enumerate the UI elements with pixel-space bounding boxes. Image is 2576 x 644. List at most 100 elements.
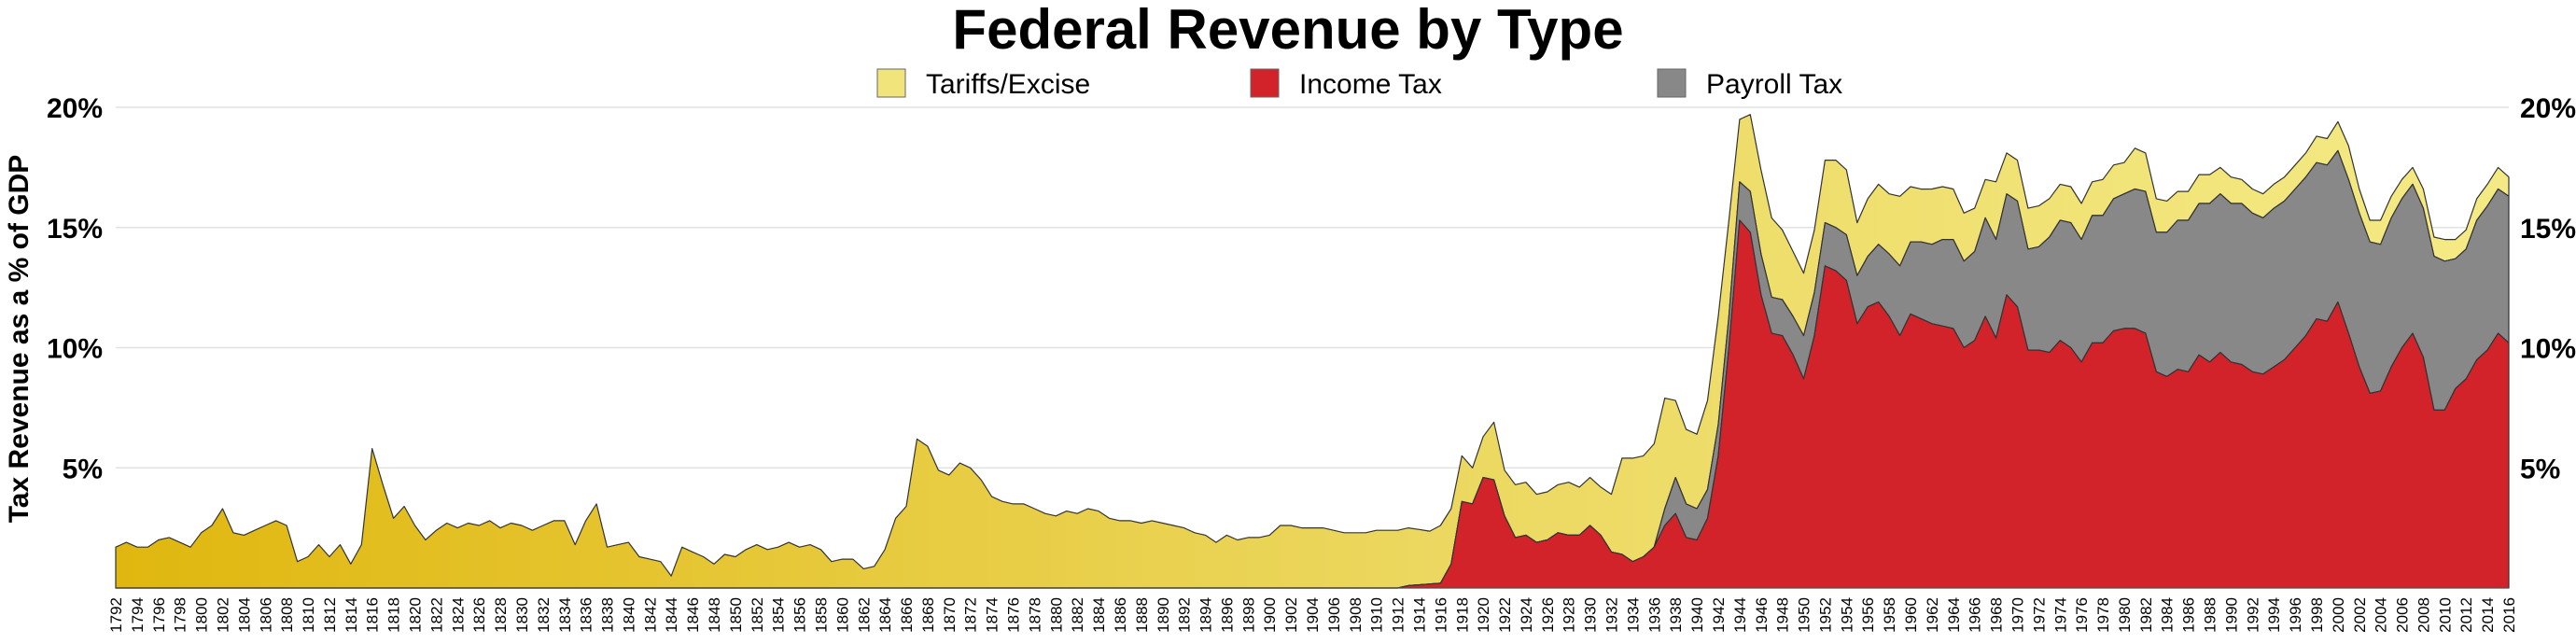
x-tick-label-1966: 1966 [1967, 597, 1984, 633]
x-tick-label-1898: 1898 [1239, 597, 1257, 633]
x-tick-label-1824: 1824 [449, 597, 467, 633]
x-tick-label-1902: 1902 [1282, 597, 1300, 633]
x-tick-label-1896: 1896 [1218, 597, 1236, 633]
x-tick-label-1866: 1866 [898, 597, 916, 633]
x-tick-label-1856: 1856 [791, 597, 809, 633]
x-tick-label-1998: 1998 [2308, 597, 2326, 633]
x-tick-label-2008: 2008 [2415, 597, 2432, 633]
x-tick-label-1900: 1900 [1261, 597, 1279, 633]
x-tick-label-1864: 1864 [876, 597, 894, 633]
x-tick-label-1926: 1926 [1539, 597, 1557, 633]
x-tick-label-1936: 1936 [1645, 597, 1663, 633]
x-tick-label-1884: 1884 [1090, 597, 1108, 633]
y-tick-label-left-10: 10% [47, 334, 103, 365]
x-tick-label-1804: 1804 [235, 597, 253, 633]
legend-swatch-income-tax [1250, 68, 1280, 98]
legend-swatch-payroll-tax [1657, 68, 1687, 98]
x-tick-label-1844: 1844 [663, 597, 680, 633]
x-tick-label-1990: 1990 [2222, 597, 2240, 633]
x-tick-label-2010: 2010 [2436, 597, 2454, 633]
y-axis-ticks: 5% 5% 10% 10% 15% 15% 20% 20% [47, 93, 2576, 484]
x-tick-label-1964: 1964 [1945, 597, 1963, 633]
x-tick-label-1806: 1806 [257, 597, 274, 633]
x-tick-label-1848: 1848 [706, 597, 723, 633]
x-tick-label-1960: 1960 [1902, 597, 1920, 633]
x-tick-label-2000: 2000 [2330, 597, 2347, 633]
x-tick-label-1858: 1858 [813, 597, 831, 633]
x-tick-label-1924: 1924 [1518, 597, 1535, 633]
x-tick-label-1946: 1946 [1753, 597, 1771, 633]
x-tick-label-1958: 1958 [1881, 597, 1898, 633]
x-tick-label-1974: 1974 [2051, 597, 2069, 633]
y-tick-label-left-15: 15% [47, 214, 103, 245]
x-tick-label-1920: 1920 [1475, 597, 1492, 633]
x-tick-label-1834: 1834 [556, 597, 574, 633]
x-tick-label-1832: 1832 [535, 597, 553, 633]
x-tick-label-1798: 1798 [172, 597, 189, 633]
x-tick-label-1976: 1976 [2073, 597, 2091, 633]
x-tick-label-1882: 1882 [1069, 597, 1086, 633]
x-tick-label-1822: 1822 [427, 597, 445, 633]
x-tick-label-1982: 1982 [2137, 597, 2155, 633]
x-tick-label-1930: 1930 [1582, 597, 1600, 633]
x-tick-label-1838: 1838 [599, 597, 617, 633]
x-tick-label-1888: 1888 [1133, 597, 1151, 633]
x-tick-label-1852: 1852 [749, 597, 766, 633]
x-tick-label-1880: 1880 [1047, 597, 1065, 633]
x-tick-label-1984: 1984 [2159, 597, 2177, 633]
x-tick-label-1876: 1876 [1005, 597, 1023, 633]
y-tick-label-left-5: 5% [63, 454, 103, 484]
legend-swatch-tariffs [876, 68, 906, 98]
x-tick-label-1792: 1792 [107, 597, 125, 633]
x-tick-label-1950: 1950 [1796, 597, 1813, 633]
x-tick-label-1800: 1800 [193, 597, 211, 633]
x-tick-label-1816: 1816 [364, 597, 382, 633]
x-tick-label-1968: 1968 [1988, 597, 2006, 633]
plot-area [115, 114, 2510, 589]
x-tick-label-1996: 1996 [2287, 597, 2304, 633]
x-tick-label-1878: 1878 [1026, 597, 1043, 633]
x-tick-label-1916: 1916 [1432, 597, 1449, 633]
x-tick-label-1850: 1850 [727, 597, 745, 633]
x-tick-label-1918: 1918 [1453, 597, 1471, 633]
x-tick-label-1836: 1836 [578, 597, 595, 633]
legend-item-payroll-tax: Payroll Tax [1657, 68, 1842, 100]
legend: Tariffs/Excise Income Tax Payroll Tax [876, 68, 1842, 100]
x-tick-label-1912: 1912 [1390, 597, 1407, 633]
x-tick-label-2006: 2006 [2394, 597, 2412, 633]
x-tick-label-1870: 1870 [941, 597, 959, 633]
x-tick-label-1846: 1846 [684, 597, 702, 633]
x-tick-label-1978: 1978 [2094, 597, 2112, 633]
x-tick-label-1908: 1908 [1347, 597, 1365, 633]
x-tick-label-2012: 2012 [2457, 597, 2475, 633]
x-tick-label-1890: 1890 [1155, 597, 1172, 633]
x-tick-label-1830: 1830 [513, 597, 531, 633]
x-tick-label-1922: 1922 [1496, 597, 1514, 633]
y-tick-label-left-20: 20% [47, 93, 103, 124]
x-tick-label-1868: 1868 [919, 597, 937, 633]
x-tick-label-1956: 1956 [1859, 597, 1877, 633]
x-tick-label-2016: 2016 [2500, 597, 2518, 633]
x-tick-label-2014: 2014 [2479, 597, 2497, 633]
x-tick-label-1954: 1954 [1838, 597, 1855, 633]
x-tick-label-1842: 1842 [641, 597, 659, 633]
x-tick-label-1986: 1986 [2180, 597, 2198, 633]
y-axis-label: Tax Revenue as a % of GDP [4, 155, 35, 524]
chart-title: Federal Revenue by Type [952, 0, 1623, 61]
x-tick-label-1808: 1808 [278, 597, 296, 633]
x-tick-label-1910: 1910 [1368, 597, 1386, 633]
x-tick-label-1906: 1906 [1325, 597, 1343, 633]
y-tick-label-right-15: 15% [2520, 214, 2576, 245]
x-tick-label-1840: 1840 [620, 597, 637, 633]
x-tick-label-1794: 1794 [129, 597, 147, 633]
legend-label-tariffs: Tariffs/Excise [926, 69, 1090, 100]
x-tick-label-1802: 1802 [215, 597, 232, 633]
x-tick-label-1854: 1854 [770, 597, 788, 633]
y-tick-label-right-5: 5% [2520, 454, 2560, 484]
x-tick-label-1818: 1818 [385, 597, 403, 633]
x-tick-label-2004: 2004 [2373, 597, 2390, 633]
x-tick-label-1886: 1886 [1112, 597, 1129, 633]
x-tick-label-1962: 1962 [1924, 597, 1941, 633]
x-tick-label-1952: 1952 [1816, 597, 1834, 633]
